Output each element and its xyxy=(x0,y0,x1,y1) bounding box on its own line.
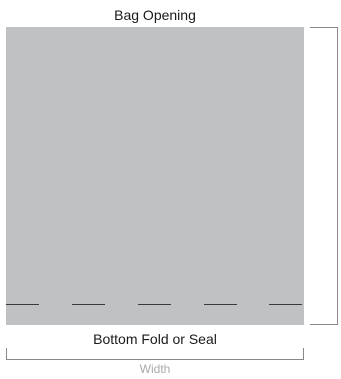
fold-dash-4 xyxy=(204,304,237,305)
fold-dash-5 xyxy=(269,304,302,305)
bottom-fold-label: Bottom Fold or Seal xyxy=(93,331,217,347)
bag-panel xyxy=(6,27,304,325)
fold-dash-3 xyxy=(138,304,171,305)
fold-dash-1 xyxy=(6,304,39,305)
width-label: Width xyxy=(139,362,171,376)
fold-dash-2 xyxy=(72,304,105,305)
bag-opening-label: Bag Opening xyxy=(114,7,196,23)
width-dimension-bracket xyxy=(6,348,304,360)
